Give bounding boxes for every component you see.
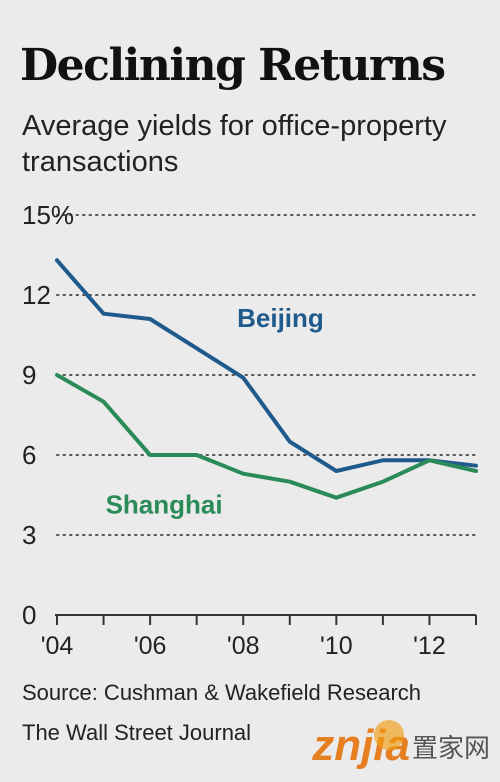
series-line-beijing <box>55 258 478 473</box>
series-labels: Beijing Shanghai <box>106 303 324 520</box>
publisher-credit: The Wall Street Journal <box>22 720 252 745</box>
source-note: Source: Cushman & Wakefield Research <box>22 680 422 705</box>
x-tick-label: '10 <box>320 632 353 660</box>
watermark-logo: znjia 置家网 <box>312 720 490 768</box>
series-lines <box>55 258 478 500</box>
y-tick-labels: 15% 12 9 6 3 0 <box>22 200 74 630</box>
x-tick-label: '06 <box>134 632 167 660</box>
y-tick-label: 3 <box>22 520 36 550</box>
y-tick-label: 6 <box>22 440 36 470</box>
line-chart: 15% 12 9 6 3 0 '04 '06 '08 '10 '12 Beijing Shangha… <box>22 200 478 660</box>
x-tick-label: '04 <box>41 632 74 660</box>
y-tick-label: 0 <box>22 600 36 630</box>
series-label-shanghai: Shanghai <box>106 490 223 520</box>
series-line-shanghai <box>55 373 478 500</box>
series-label-beijing: Beijing <box>237 303 324 333</box>
x-tick-label: '08 <box>227 632 260 660</box>
x-axis: '04 '06 '08 '10 '12 <box>41 614 477 660</box>
y-tick-label: 9 <box>22 360 36 390</box>
watermark-cn-text: 置家网 <box>411 733 490 763</box>
x-tick-label: '12 <box>413 632 446 660</box>
y-tick-label: 15% <box>22 200 74 230</box>
chart-title: Declining Returns <box>20 40 446 91</box>
chart-subtitle: Average yields for office-property trans… <box>22 110 447 178</box>
gridlines <box>56 214 477 536</box>
y-tick-label: 12 <box>22 280 51 310</box>
watermark-dot-icon <box>374 720 405 750</box>
